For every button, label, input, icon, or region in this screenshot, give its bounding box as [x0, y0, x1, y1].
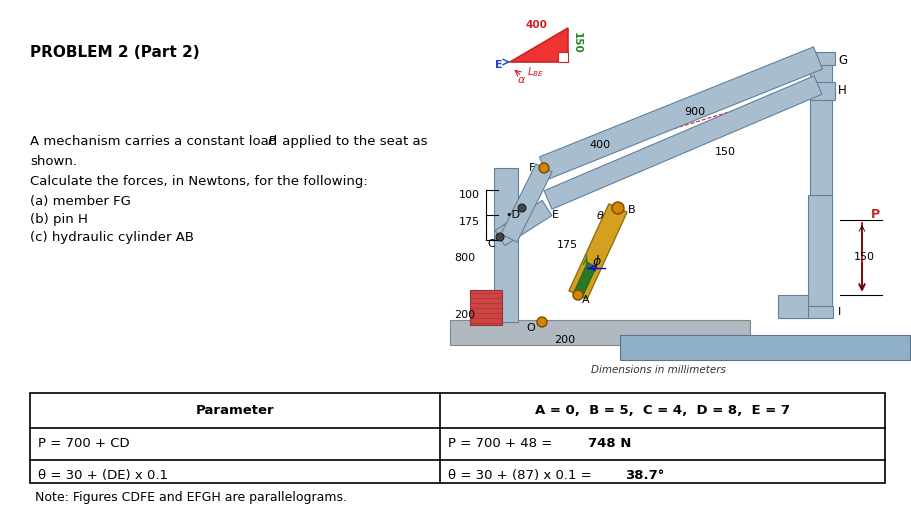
Text: (c) hydraulic cylinder AB: (c) hydraulic cylinder AB: [30, 231, 194, 244]
Polygon shape: [807, 195, 831, 310]
Text: O: O: [526, 323, 535, 333]
Polygon shape: [558, 52, 568, 62]
Circle shape: [611, 202, 623, 214]
Polygon shape: [777, 295, 807, 318]
Text: 400: 400: [589, 140, 609, 150]
Text: 400: 400: [525, 20, 547, 30]
Text: shown.: shown.: [30, 155, 77, 168]
Polygon shape: [568, 204, 627, 299]
Circle shape: [572, 290, 582, 300]
Text: (a) member FG: (a) member FG: [30, 195, 131, 208]
Text: applied to the seat as: applied to the seat as: [278, 135, 427, 148]
Text: $\alpha$: $\alpha$: [517, 75, 526, 85]
Text: 150: 150: [571, 32, 581, 54]
Text: E: E: [495, 60, 503, 70]
Polygon shape: [809, 55, 831, 310]
Polygon shape: [500, 164, 551, 242]
Text: 200: 200: [454, 310, 475, 320]
Text: 175: 175: [556, 240, 577, 250]
Text: (b) pin H: (b) pin H: [30, 213, 87, 226]
Text: A mechanism carries a constant load: A mechanism carries a constant load: [30, 135, 281, 148]
Circle shape: [517, 204, 526, 212]
Bar: [30, 393, 884, 483]
Text: B: B: [628, 205, 635, 215]
Polygon shape: [544, 76, 821, 209]
Text: $\phi$: $\phi$: [591, 253, 601, 270]
Text: Calculate the forces, in Newtons, for the following:: Calculate the forces, in Newtons, for th…: [30, 175, 367, 188]
Text: θ = 30 + (87) x 0.1 =: θ = 30 + (87) x 0.1 =: [447, 470, 596, 482]
Text: 150: 150: [713, 147, 734, 157]
Text: $L_{BE}$: $L_{BE}$: [527, 65, 544, 79]
Text: Dimensions in millimeters: Dimensions in millimeters: [590, 365, 724, 375]
Polygon shape: [449, 320, 749, 345]
Text: F: F: [528, 163, 535, 173]
Text: E: E: [551, 210, 558, 220]
Text: 100: 100: [458, 190, 479, 200]
Circle shape: [538, 163, 548, 173]
Text: •D: •D: [505, 210, 519, 220]
Text: 200: 200: [554, 335, 575, 345]
Text: P: P: [268, 135, 276, 148]
Polygon shape: [779, 306, 832, 318]
Polygon shape: [495, 200, 551, 245]
Text: P = 700 + CD: P = 700 + CD: [38, 437, 129, 450]
Text: 150: 150: [853, 252, 874, 262]
Text: C: C: [486, 239, 495, 249]
Text: P = 700 + 48 =: P = 700 + 48 =: [447, 437, 556, 450]
Text: G: G: [837, 54, 846, 66]
Polygon shape: [806, 52, 834, 65]
Text: A: A: [581, 295, 589, 305]
Circle shape: [496, 233, 504, 241]
Text: H: H: [837, 84, 845, 96]
Polygon shape: [469, 290, 501, 325]
Polygon shape: [573, 262, 596, 297]
Polygon shape: [809, 82, 834, 100]
Text: θ = 30 + (DE) x 0.1: θ = 30 + (DE) x 0.1: [38, 470, 168, 482]
Text: 800: 800: [454, 253, 475, 263]
Text: I: I: [837, 307, 840, 317]
Polygon shape: [539, 47, 822, 179]
Text: PROBLEM 2 (Part 2): PROBLEM 2 (Part 2): [30, 45, 200, 60]
Text: Note: Figures CDFE and EFGH are parallelograms.: Note: Figures CDFE and EFGH are parallel…: [35, 491, 346, 504]
Text: Parameter: Parameter: [196, 404, 274, 417]
Text: 900: 900: [683, 107, 705, 117]
Polygon shape: [494, 168, 517, 322]
Text: $\theta$: $\theta$: [595, 209, 604, 221]
Text: 175: 175: [458, 217, 479, 227]
Polygon shape: [619, 335, 909, 360]
Text: P: P: [869, 208, 878, 222]
Text: 38.7°: 38.7°: [624, 470, 663, 482]
Polygon shape: [509, 28, 568, 62]
Circle shape: [537, 317, 547, 327]
Text: A = 0,  B = 5,  C = 4,  D = 8,  E = 7: A = 0, B = 5, C = 4, D = 8, E = 7: [535, 404, 789, 417]
Text: 748 N: 748 N: [588, 437, 630, 450]
